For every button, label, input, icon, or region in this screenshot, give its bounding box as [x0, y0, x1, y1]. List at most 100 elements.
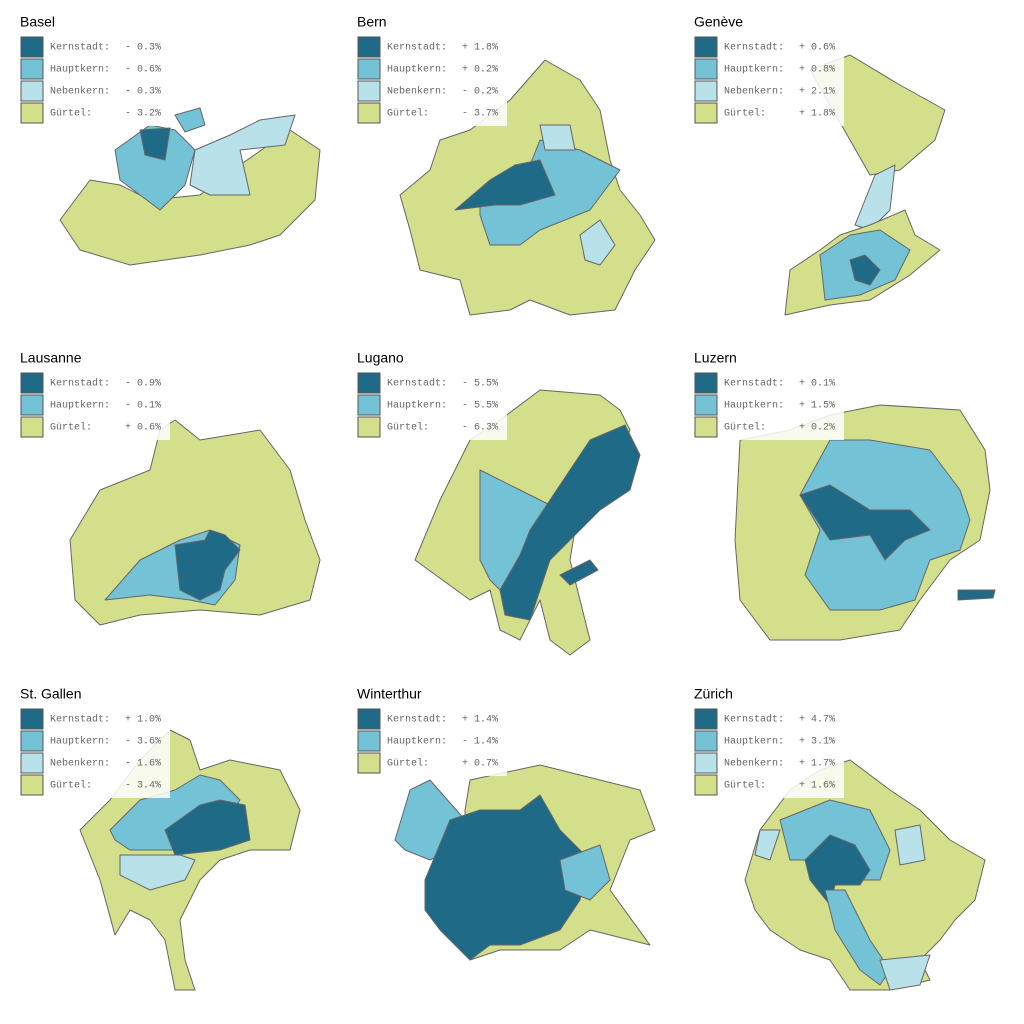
legend-label: Hauptkern: [50, 400, 110, 412]
legend-value: - 1.4% [462, 737, 498, 748]
legend-label: Nebenkern: [387, 86, 447, 98]
legend-swatch [20, 102, 44, 124]
region [849, 254, 881, 286]
legend-label: Kernstadt: [724, 714, 784, 726]
legend-swatch [694, 80, 718, 102]
region [119, 854, 196, 891]
panel-title: Luzern [694, 350, 737, 366]
legend-value: + 1.8% [462, 43, 498, 54]
legend-value: - 3.7% [462, 109, 498, 120]
region [174, 529, 241, 601]
legend-value: - 6.3% [462, 423, 498, 434]
legend-value: + 4.7% [799, 715, 835, 726]
panel: Genève Kernstadt: + 0.6% Hauptkern: + 0.8% Ne… [694, 14, 844, 126]
legend-background [44, 36, 170, 126]
legend-background [718, 372, 844, 440]
region [804, 834, 871, 906]
region [799, 484, 931, 561]
legend-value: - 3.2% [125, 109, 161, 120]
legend-label: Gürtel: [50, 108, 92, 120]
legend-label: Hauptkern: [724, 400, 784, 412]
legend-value: + 1.0% [125, 715, 161, 726]
legend-swatch [694, 752, 718, 774]
legend-label: Hauptkern: [724, 736, 784, 748]
legend-swatch [20, 394, 44, 416]
legend-swatch [20, 372, 44, 394]
region [879, 954, 931, 991]
legend-swatch [357, 752, 381, 774]
region [579, 219, 616, 266]
legend-label: Kernstadt: [387, 42, 447, 54]
panel: Winterthur Kernstadt: + 1.4% Hauptkern: - 1.… [357, 686, 507, 776]
panel: Basel Kernstadt: - 0.3% Hauptkern: - 0.6% Neb… [20, 14, 170, 126]
legend-value: + 0.8% [799, 65, 835, 76]
panel: Lugano Kernstadt: - 5.5% Hauptkern: - 5.5% Gü… [357, 350, 507, 440]
legend-label: Kernstadt: [724, 42, 784, 54]
legend-label: Hauptkern: [387, 736, 447, 748]
legend-swatch [20, 752, 44, 774]
legend-label: Nebenkern: [724, 86, 784, 98]
region [114, 124, 196, 211]
legend-value: - 3.4% [125, 781, 161, 792]
panel: Lausanne Kernstadt: - 0.9% Hauptkern: - 0.1%… [20, 350, 170, 440]
legend-swatch [357, 730, 381, 752]
legend-value: + 3.1% [799, 737, 835, 748]
legend-swatch [20, 416, 44, 438]
region [424, 794, 591, 961]
legend-background [44, 372, 170, 440]
legend-swatch [694, 708, 718, 730]
legend-swatch [357, 102, 381, 124]
legend-label: Gürtel: [387, 758, 429, 770]
legend-label: Hauptkern: [387, 64, 447, 76]
legend-label: Nebenkern: [50, 758, 110, 770]
legend-value: + 0.6% [125, 423, 161, 434]
legend-label: Kernstadt: [724, 378, 784, 390]
region [824, 889, 891, 986]
legend-swatch [357, 36, 381, 58]
legend-label: Gürtel: [387, 422, 429, 434]
legend-swatch [357, 394, 381, 416]
legend-value: + 0.2% [462, 65, 498, 76]
legend-swatch [694, 394, 718, 416]
legend-value: + 1.4% [462, 715, 498, 726]
legend-label: Gürtel: [724, 108, 766, 120]
region [189, 114, 296, 196]
legend-label: Gürtel: [50, 780, 92, 792]
legend-label: Hauptkern: [387, 400, 447, 412]
legend-swatch [357, 80, 381, 102]
panel: Luzern Kernstadt: + 0.1% Hauptkern: + 1.5% Gü… [694, 350, 844, 440]
legend-value: + 1.8% [799, 109, 835, 120]
legend-label: Gürtel: [724, 422, 766, 434]
legend-value: - 0.6% [125, 65, 161, 76]
legend-swatch [357, 372, 381, 394]
region [539, 124, 576, 151]
legend-swatch [20, 36, 44, 58]
panel-title: Winterthur [357, 686, 422, 702]
legend-background [44, 708, 170, 798]
legend-swatch [357, 416, 381, 438]
region [559, 559, 599, 586]
legend-value: + 1.6% [799, 781, 835, 792]
legends: Basel Kernstadt: - 0.3% Hauptkern: - 0.6% Neb… [20, 14, 844, 798]
legend-label: Gürtel: [724, 780, 766, 792]
legend-value: - 1.6% [125, 759, 161, 770]
legend-value: - 5.5% [462, 379, 498, 390]
region [59, 129, 321, 266]
legend-swatch [694, 416, 718, 438]
legend-label: Nebenkern: [724, 758, 784, 770]
legend-label: Gürtel: [50, 422, 92, 434]
legend-label: Kernstadt: [50, 714, 110, 726]
legend-swatch [694, 102, 718, 124]
panel-title: Bern [357, 14, 387, 30]
legend-value: - 0.1% [125, 401, 161, 412]
region [754, 829, 781, 861]
legend-background [381, 36, 507, 126]
legend-label: Nebenkern: [50, 86, 110, 98]
panel-title: Basel [20, 14, 55, 30]
region [854, 164, 896, 231]
legend-value: - 3.6% [125, 737, 161, 748]
legend-label: Gürtel: [387, 108, 429, 120]
region [174, 107, 206, 133]
legend-swatch [20, 774, 44, 796]
